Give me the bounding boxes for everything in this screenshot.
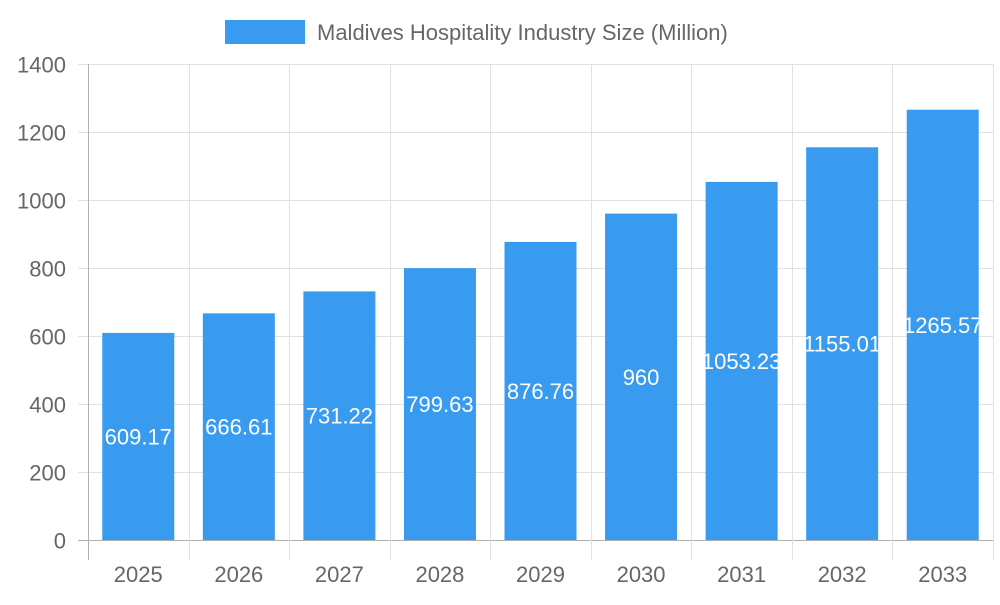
x-tick-label: 2029 bbox=[516, 562, 565, 587]
y-tick-label: 1000 bbox=[17, 189, 66, 214]
legend-swatch bbox=[225, 20, 305, 44]
x-tick-label: 2025 bbox=[114, 562, 163, 587]
data-label: 876.76 bbox=[507, 379, 574, 404]
x-tick-label: 2026 bbox=[214, 562, 263, 587]
x-tick-label: 2032 bbox=[818, 562, 867, 587]
x-tick-label: 2030 bbox=[617, 562, 666, 587]
data-label: 1155.01 bbox=[803, 332, 881, 357]
legend[interactable]: Maldives Hospitality Industry Size (Mill… bbox=[225, 20, 728, 45]
y-tick-label: 0 bbox=[54, 529, 66, 554]
y-tick-label: 200 bbox=[29, 461, 66, 486]
data-label: 609.17 bbox=[105, 424, 172, 449]
data-label: 666.61 bbox=[205, 415, 272, 440]
bar bbox=[605, 213, 678, 540]
bar bbox=[906, 109, 979, 540]
bar bbox=[202, 313, 275, 540]
y-tick-label: 600 bbox=[29, 325, 66, 350]
bars: 609.17 666.61 731.22 799.63 876.76 960 1053.23… bbox=[102, 109, 983, 540]
bar bbox=[403, 268, 476, 540]
legend-label: Maldives Hospitality Industry Size (Mill… bbox=[317, 20, 728, 45]
bar bbox=[102, 332, 175, 540]
bar bbox=[705, 181, 778, 540]
bar bbox=[504, 241, 577, 540]
x-tick-label: 2031 bbox=[717, 562, 766, 587]
x-tick-label: 2028 bbox=[415, 562, 464, 587]
y-tick-label: 400 bbox=[29, 393, 66, 418]
data-label: 960 bbox=[623, 365, 660, 390]
x-tick-label: 2033 bbox=[918, 562, 967, 587]
data-label: 731.22 bbox=[306, 404, 373, 429]
data-label: 1265.57 bbox=[903, 313, 983, 338]
y-tick-label: 1200 bbox=[17, 121, 66, 146]
y-tick-label: 1400 bbox=[17, 53, 66, 78]
y-axis: 0 200 400 600 800 1000 1200 1400 bbox=[17, 53, 66, 554]
x-axis: 2025 2026 2027 2028 2029 2030 2031 2032 2033 bbox=[114, 562, 967, 587]
data-label: 799.63 bbox=[406, 392, 473, 417]
bar bbox=[303, 291, 376, 540]
y-tick-label: 800 bbox=[29, 257, 66, 282]
data-label: 1053.23 bbox=[702, 349, 782, 374]
x-tick-label: 2027 bbox=[315, 562, 364, 587]
bar bbox=[806, 147, 879, 540]
